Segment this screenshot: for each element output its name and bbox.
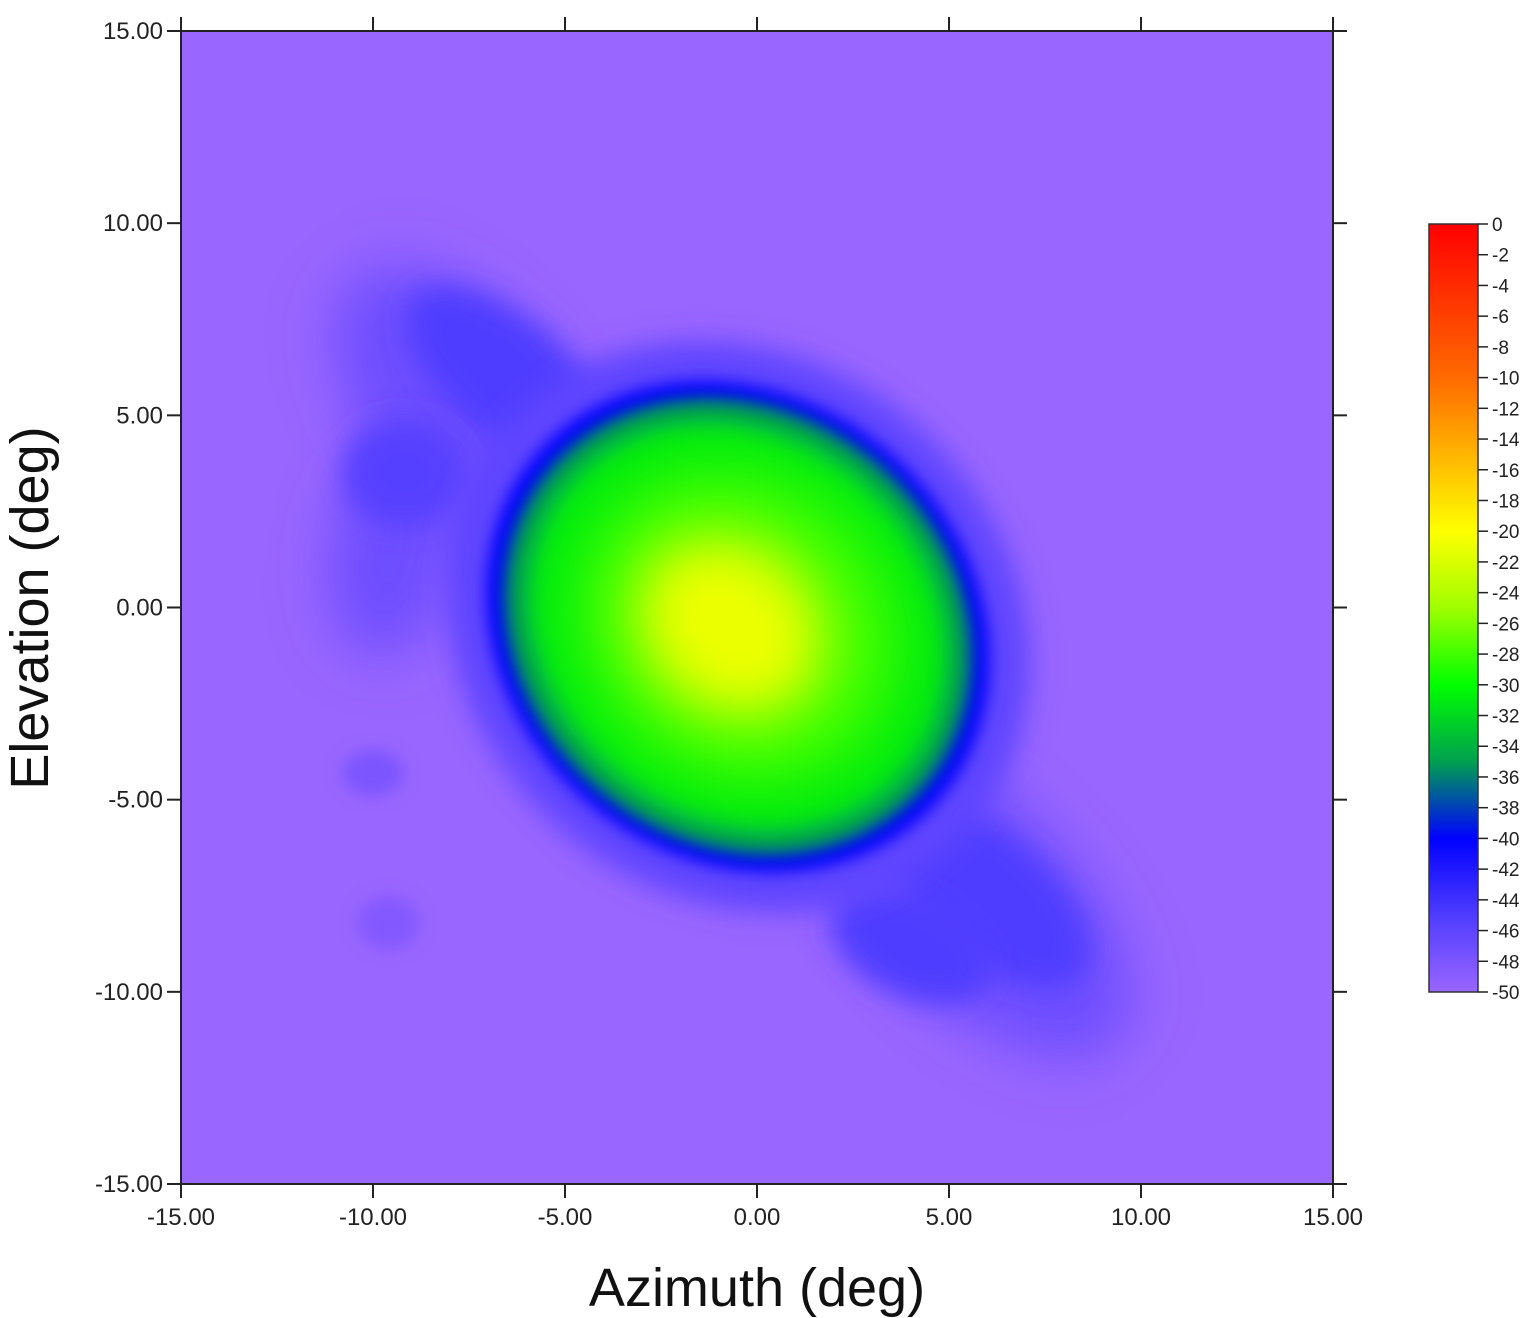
colorbar-tick-label: -48: [1492, 952, 1519, 973]
y-tick-label: 5.00: [116, 402, 163, 429]
heatmap-blobs: [328, 265, 1131, 1059]
colorbar: 0 -2 -4 -6 -8 -10 -12 -14 -16 -18 -20 -22 -24 -26 -28 -…: [1428, 215, 1520, 1004]
colorbar-tick-label: -46: [1492, 922, 1519, 943]
colorbar-tick-label: -38: [1492, 799, 1519, 820]
x-axis-title: Azimuth (deg): [589, 1258, 925, 1318]
colorbar-tick-label: -22: [1492, 553, 1519, 574]
x-tick-label: -10.00: [339, 1204, 407, 1231]
colorbar-tick-label: -12: [1492, 399, 1519, 420]
faint-spot-left: [342, 749, 404, 796]
y-tick-label: -5.00: [108, 787, 163, 814]
x-tick-label: 15.00: [1303, 1204, 1363, 1231]
colorbar-tick-label: -10: [1492, 369, 1519, 390]
sidelobe-upper-left-core2: [342, 419, 466, 527]
colorbar-tick-label: -26: [1492, 614, 1519, 635]
x-tick-label: 10.00: [1111, 1204, 1171, 1231]
plot-area: [181, 31, 1333, 1184]
colorbar-tick-label: -50: [1492, 983, 1519, 1004]
colorbar-tick-label: -44: [1492, 891, 1520, 912]
x-tick-label: 0.00: [734, 1204, 781, 1231]
colorbar-bar: [1428, 223, 1479, 993]
sidelobe-lower-right-core2: [831, 888, 991, 1004]
x-tick-label: -15.00: [147, 1204, 215, 1231]
colorbar-tick-label: -20: [1492, 522, 1519, 543]
colorbar-tick-label: -4: [1492, 276, 1509, 297]
x-axis: -15.00 -10.00 -5.00 0.00 5.00 10.00 15.00: [147, 17, 1363, 1231]
y-tick-label: 15.00: [103, 18, 163, 45]
colorbar-tick-label: -28: [1492, 645, 1519, 666]
colorbar-tick-label: -18: [1492, 491, 1519, 512]
colorbar-tick-label: -16: [1492, 461, 1519, 482]
colorbar-tick-label: 0: [1492, 215, 1503, 236]
x-tick-label: -5.00: [538, 1204, 593, 1231]
y-axis-title: Elevation (deg): [0, 426, 60, 789]
colorbar-tick-label: -14: [1492, 430, 1520, 451]
main-lobe-core: [636, 535, 824, 718]
y-axis: 15.00 10.00 5.00 0.00 -5.00 -10.00 -15.00: [95, 18, 1347, 1198]
faint-spot-lower-left: [357, 895, 420, 950]
colorbar-tick-label: -8: [1492, 338, 1509, 359]
y-tick-label: 0.00: [116, 595, 163, 622]
y-tick-label: -15.00: [95, 1171, 163, 1198]
colorbar-tick-label: -42: [1492, 860, 1519, 881]
colorbar-tick-label: -32: [1492, 707, 1519, 728]
y-tick-label: -10.00: [95, 979, 163, 1006]
colorbar-tick-label: -6: [1492, 307, 1509, 328]
colorbar-tick-label: -30: [1492, 676, 1519, 697]
colorbar-ticks: 0 -2 -4 -6 -8 -10 -12 -14 -16 -18 -20 -22 -24 -26 -28 -…: [1478, 215, 1520, 1004]
x-tick-label: 5.00: [926, 1204, 973, 1231]
colorbar-tick-label: -24: [1492, 584, 1520, 605]
colorbar-tick-label: -2: [1492, 246, 1509, 267]
colorbar-tick-label: -40: [1492, 829, 1519, 850]
y-tick-label: 10.00: [103, 210, 163, 237]
colorbar-tick-label: -34: [1492, 737, 1520, 758]
colorbar-tick-label: -36: [1492, 768, 1519, 789]
